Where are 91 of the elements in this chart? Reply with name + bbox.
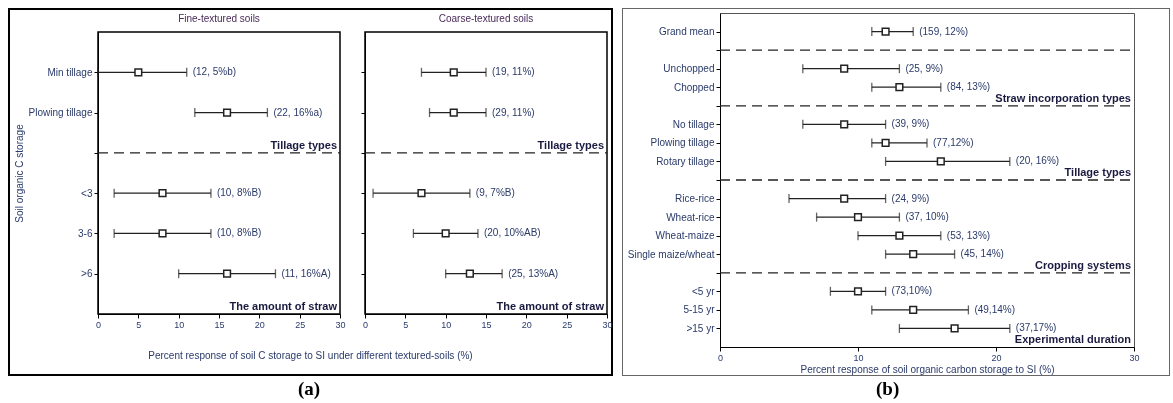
annotation: (37, 10%) [905, 211, 949, 223]
y-tick-label: 3-6 [78, 227, 93, 239]
annotation: (159, 12%) [919, 25, 969, 37]
y-axis-title: Soil organic C storage [13, 123, 25, 223]
y-tick-label: <3 [81, 187, 93, 199]
y-tick-label: >6 [81, 268, 93, 280]
point [417, 189, 426, 198]
point [881, 138, 890, 147]
annotation: (10, 8%B) [216, 187, 262, 199]
annotation: (39, 9%) [891, 118, 930, 130]
x-tick-label: 10 [441, 319, 452, 330]
y-tick-label: >15 yr [686, 322, 716, 334]
x-tick-label: 30 [335, 319, 346, 330]
point [840, 64, 849, 73]
x-tick-label: 10 [853, 352, 864, 363]
annotation: (53, 13%) [946, 229, 991, 241]
annotation: (25, 9%) [905, 62, 944, 74]
point [881, 27, 890, 36]
point [449, 108, 458, 117]
y-tick-label: Rotary tillage [656, 155, 715, 167]
annotation: The amount of straw [229, 300, 338, 312]
annotation: Tillage types [537, 138, 604, 151]
point [840, 194, 849, 203]
y-tick-label: Wheat-maize [655, 230, 715, 242]
annotation: Tillage types [270, 138, 337, 151]
y-tick-label: Grand mean [658, 26, 715, 38]
annotation: (24, 9%) [891, 192, 930, 204]
annotation: Cropping systems [1035, 258, 1131, 271]
y-tick-label: Unchopped [663, 63, 715, 75]
annotation: (49,14%) [974, 303, 1015, 315]
x-tick-label: 0 [717, 352, 724, 363]
point [441, 229, 450, 238]
point [895, 231, 904, 240]
annotation: (84, 13%) [946, 81, 991, 93]
annotation: (25, 13%A) [508, 267, 559, 279]
x-tick-label: 20 [991, 352, 1002, 363]
x-tick-label: 15 [214, 319, 225, 330]
annotation: (20, 16%) [1015, 155, 1060, 167]
annotation: Experimental duration [1014, 333, 1132, 345]
x-axis-title: Percent response of soil C storage to SI under different textured-soils (%) [147, 350, 474, 361]
annotation: Straw incorporation types [995, 91, 1131, 104]
point [840, 120, 849, 129]
point [909, 250, 918, 259]
x-tick-label: 20 [254, 319, 265, 330]
annotation: (37,17%) [1015, 322, 1057, 334]
text: (b) [876, 378, 900, 400]
y-tick-label: Wheat-rice [666, 211, 715, 223]
y-tick-label: Plowing tillage [28, 107, 93, 119]
point [465, 269, 474, 278]
y-tick-label: 5-15 yr [683, 304, 716, 316]
x-tick-label: 0 [95, 319, 102, 330]
annotation: (29, 11%) [492, 106, 535, 118]
point [950, 324, 959, 333]
annotation: (77,12%) [933, 136, 974, 148]
y-tick-label: Single maize/wheat [627, 248, 715, 260]
point [936, 157, 945, 166]
point [853, 287, 863, 296]
y-tick-label: <5 yr [691, 285, 716, 297]
annotation: (9, 7%B) [475, 187, 515, 199]
x-tick-label: 15 [481, 319, 492, 330]
annotation: (10, 8%B) [216, 227, 262, 239]
point [895, 83, 904, 92]
y-tick-label: Plowing tillage [650, 137, 715, 149]
x-tick-label: 20 [521, 319, 532, 330]
y-tick-label: No tillage [672, 118, 715, 130]
annotation: (19, 11%) [492, 66, 535, 78]
y-tick-label: Min tillage [47, 66, 93, 78]
x-tick-label: 0 [362, 319, 369, 330]
x-tick-label: 5 [136, 319, 142, 330]
chart-title: Fine-textured soils [178, 13, 260, 24]
x-tick-label: 5 [403, 319, 409, 330]
x-tick-label: 10 [174, 319, 185, 330]
y-tick-label: Chopped [673, 81, 715, 93]
y-tick-label: Rice-rice [675, 193, 715, 205]
x-tick-label: 25 [562, 319, 573, 330]
point [853, 213, 863, 222]
x-axis-title: Percent response of soil organic carbon storage to SI (%) [800, 363, 1055, 375]
x-tick-label: 25 [295, 319, 306, 330]
annotation: (22, 16%a) [273, 106, 323, 118]
annotation: (11, 16%A) [281, 267, 331, 279]
point [449, 68, 458, 77]
point [909, 305, 918, 314]
annotation: (45, 14%) [960, 248, 1004, 260]
x-tick-label: 30 [1129, 352, 1140, 363]
text: (a) [298, 378, 321, 400]
annotation: (73,10%) [891, 285, 933, 297]
annotation: (12, 5%b) [192, 66, 237, 78]
annotation: Tillage types [1064, 166, 1131, 178]
chart-title: Coarse-textured soils [438, 13, 534, 24]
annotation: (20, 10%AB) [483, 227, 541, 239]
annotation: The amount of straw [496, 300, 605, 312]
